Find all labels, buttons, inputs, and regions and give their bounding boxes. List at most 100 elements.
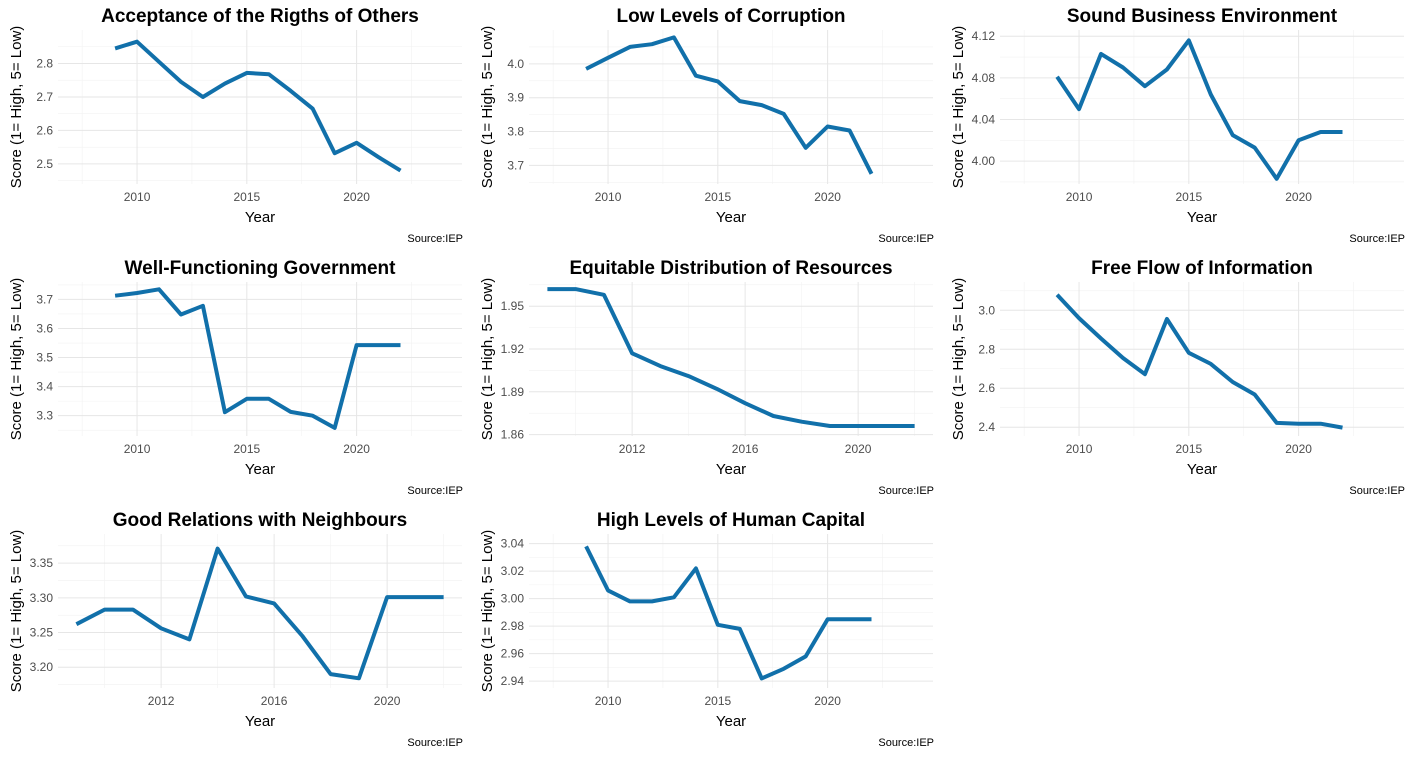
x-tick-label: 2020	[814, 694, 841, 708]
series-line	[585, 35, 874, 175]
gridlines	[1000, 282, 1404, 436]
data-point	[333, 426, 337, 430]
data-point	[1099, 337, 1103, 341]
data-point	[245, 397, 249, 401]
y-tick-label: 4.04	[972, 112, 996, 126]
x-tick-label: 2015	[704, 694, 731, 708]
data-point	[828, 424, 832, 428]
data-point	[1099, 52, 1103, 56]
chart-title: Low Levels of Corruption	[616, 6, 845, 27]
data-point	[1165, 68, 1169, 72]
data-point	[1319, 422, 1323, 426]
data-point	[289, 410, 293, 414]
y-tick-label: 2.8	[36, 56, 53, 70]
y-tick-label: 3.02	[501, 564, 525, 578]
data-point	[223, 82, 227, 86]
data-point	[300, 634, 304, 638]
source-caption: Source:IEP	[407, 737, 463, 749]
series-line	[584, 545, 872, 681]
data-point	[103, 608, 107, 612]
x-tick-label: 2010	[595, 694, 622, 708]
chart-svg: 2010 2015 2020 3.7 3.8 3.9 4.0 Low Levels of Co…	[479, 6, 934, 245]
chart-svg: 2010 2015 2020 3.3 3.4 3.5 3.6 3.7 Well-Function…	[8, 258, 463, 497]
data-point	[272, 601, 276, 605]
x-tick-label: 2012	[619, 442, 646, 456]
data-point	[113, 46, 117, 50]
data-point	[782, 112, 786, 116]
chart-title: Sound Business Environment	[1067, 6, 1338, 27]
y-tick-label: 3.20	[30, 660, 54, 674]
chart-panel-5: 2012 2016 2020 1.86 1.89 1.92 1.95 Equitable Di…	[471, 252, 942, 504]
data-point	[355, 343, 359, 347]
data-point	[1319, 130, 1323, 134]
gridlines	[58, 30, 462, 184]
data-point	[650, 42, 654, 46]
y-tick-label: 2.94	[501, 674, 525, 688]
data-point	[187, 637, 191, 641]
data-point	[800, 420, 804, 424]
data-point	[216, 547, 220, 551]
series-line	[547, 287, 915, 428]
data-point	[442, 595, 446, 599]
data-point	[329, 672, 333, 676]
data-point	[157, 287, 161, 291]
source-caption: Source:IEP	[1349, 485, 1405, 497]
data-point	[1231, 380, 1235, 384]
source-caption: Source:IEP	[1349, 233, 1405, 245]
y-tick-label: 3.04	[501, 537, 525, 551]
y-tick-label: 4.00	[972, 154, 996, 168]
data-point	[74, 622, 78, 626]
x-tick-label: 2010	[124, 442, 151, 456]
chart-svg: 2012 2016 2020 1.86 1.89 1.92 1.95 Equitable Di…	[479, 258, 934, 497]
y-axis-label: Score (1= High, 5= Low)	[479, 530, 496, 693]
x-axis-label: Year	[716, 209, 746, 226]
data-point	[760, 676, 764, 680]
x-tick-label: 2010	[1066, 442, 1093, 456]
data-point	[1253, 146, 1257, 150]
x-tick-label: 2010	[595, 190, 622, 204]
data-point	[848, 617, 852, 621]
data-point	[244, 594, 248, 598]
data-point	[672, 35, 676, 39]
data-point	[1121, 65, 1125, 69]
data-point	[606, 56, 610, 60]
data-point	[738, 627, 742, 631]
data-point	[201, 304, 205, 308]
y-tick-label: 1.86	[501, 428, 525, 442]
series-line	[1055, 293, 1343, 430]
data-point	[606, 588, 610, 592]
data-point	[1121, 356, 1125, 360]
data-point	[179, 80, 183, 84]
chart-panel-4: 2010 2015 2020 3.3 3.4 3.5 3.6 3.7 Well-Function…	[0, 252, 471, 504]
data-point	[1297, 138, 1301, 142]
source-caption: Source:IEP	[407, 233, 463, 245]
data-point	[584, 67, 588, 71]
data-point	[687, 374, 691, 378]
y-tick-label: 2.96	[501, 647, 525, 661]
y-tick-label: 1.92	[501, 342, 525, 356]
chart-panel-2: 2010 2015 2020 3.7 3.8 3.9 4.0 Low Levels of Co…	[471, 0, 942, 252]
data-point	[782, 667, 786, 671]
chart-title: Acceptance of the Rigths of Others	[101, 6, 419, 27]
data-point	[377, 155, 381, 159]
x-tick-label: 2010	[124, 190, 151, 204]
chart-panel-7: 2012 2016 2020 3.20 3.25 3.30 3.35 Good Relatio…	[0, 504, 471, 756]
series-line	[114, 39, 402, 173]
data-point	[628, 599, 632, 603]
data-point	[1187, 351, 1191, 355]
data-point	[694, 74, 698, 78]
x-axis-label: Year	[716, 713, 746, 730]
data-point	[545, 287, 549, 291]
data-point	[157, 60, 161, 64]
chart-svg: 2010 2015 2020 2.5 2.6 2.7 2.8 Acceptance of th…	[8, 6, 463, 245]
data-point	[413, 595, 417, 599]
y-tick-label: 3.30	[30, 591, 54, 605]
data-point	[1077, 316, 1081, 320]
data-point	[1055, 293, 1059, 297]
chart-title: Well-Functioning Government	[125, 258, 397, 279]
y-axis-label: Score (1= High, 5= Low)	[8, 278, 25, 441]
chart-title: Equitable Distribution of Resources	[569, 258, 892, 279]
y-tick-label: 2.98	[501, 619, 525, 633]
chart-panel-8: 2010 2015 2020 2.94 2.96 2.98 3.00 3.02 3.04 High…	[471, 504, 942, 756]
data-point	[357, 676, 361, 680]
